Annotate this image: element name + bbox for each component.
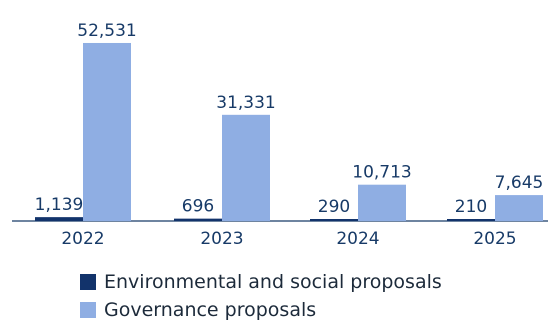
- value-label-governance-2022: 52,531: [77, 21, 136, 41]
- x-tick-label-2025: 2025: [473, 229, 516, 249]
- bar-environmental-social-2022: [35, 217, 83, 221]
- value-label-environmental-social-2024: 290: [318, 197, 350, 217]
- x-tick-label-2023: 2023: [200, 229, 243, 249]
- bar-environmental-social-2024: [310, 219, 358, 221]
- bar-governance-2024: [358, 184, 406, 221]
- bar-governance-2022: [83, 42, 131, 222]
- legend-item-governance: Governance proposals: [80, 296, 442, 324]
- value-label-governance-2023: 31,331: [216, 93, 275, 113]
- value-label-governance-2024: 10,713: [352, 163, 411, 183]
- value-label-environmental-social-2023: 696: [182, 197, 214, 217]
- value-label-environmental-social-2025: 210: [455, 197, 487, 217]
- value-label-environmental-social-2022: 1,139: [35, 195, 84, 215]
- bar-governance-2023: [222, 114, 270, 221]
- bar-governance-2025: [495, 195, 543, 221]
- legend-swatch-environmental-social: [80, 274, 96, 290]
- bar-environmental-social-2025: [447, 219, 495, 221]
- x-tick-label-2024: 2024: [336, 229, 379, 249]
- x-tick-label-2022: 2022: [61, 229, 104, 249]
- bar-environmental-social-2023: [174, 218, 222, 221]
- legend: Environmental and social proposals Gover…: [80, 268, 442, 324]
- legend-label-governance: Governance proposals: [104, 299, 317, 321]
- legend-item-environmental-social: Environmental and social proposals: [80, 268, 442, 296]
- value-label-governance-2025: 7,645: [495, 173, 544, 193]
- legend-label-environmental-social: Environmental and social proposals: [104, 271, 442, 293]
- legend-swatch-governance: [80, 302, 96, 318]
